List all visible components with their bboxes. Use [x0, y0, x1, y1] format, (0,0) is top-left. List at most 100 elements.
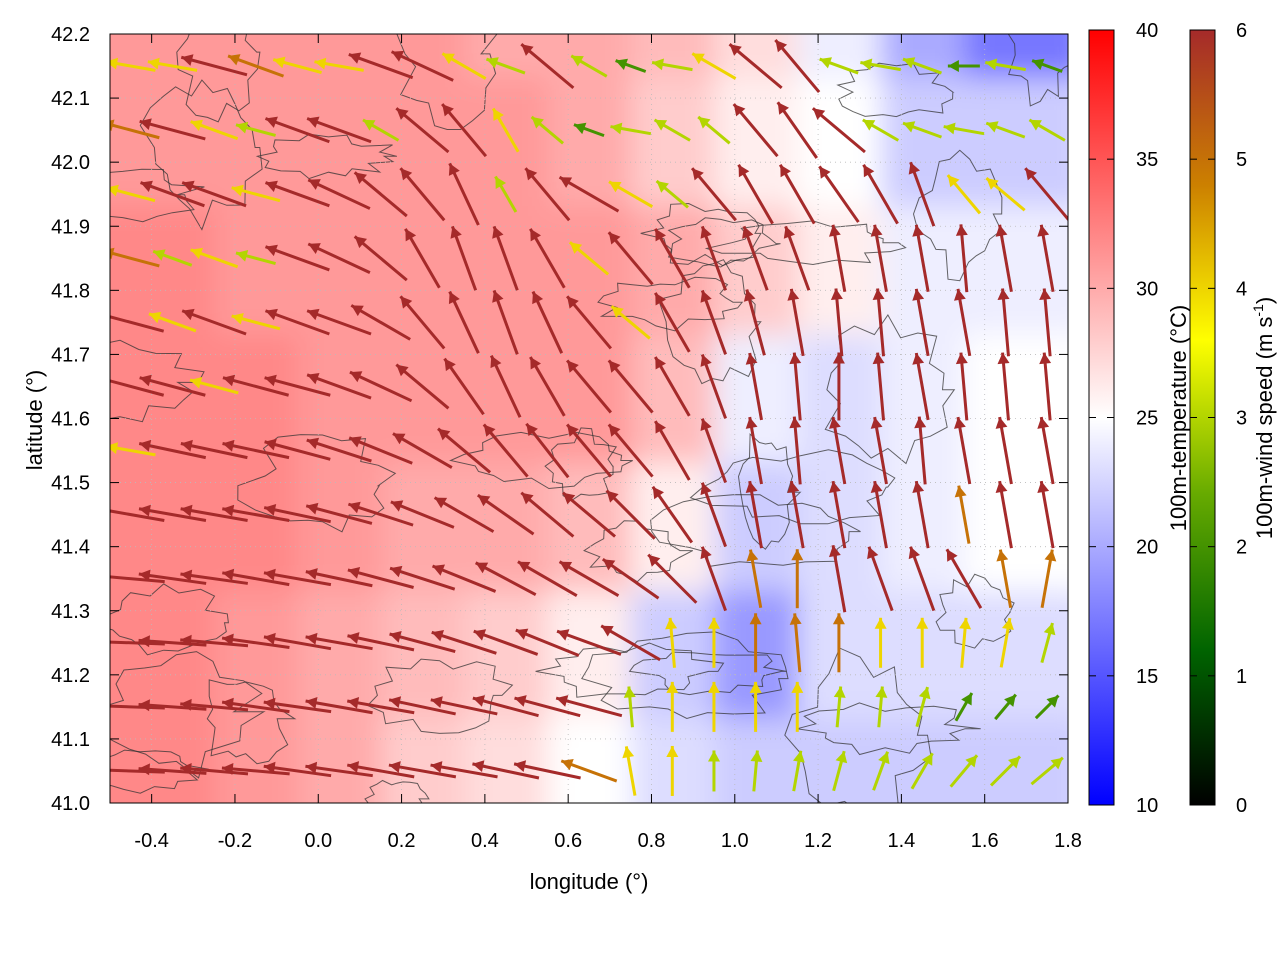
wind-vector-shaft: [492, 225, 519, 291]
wind-vector-head: [180, 763, 192, 775]
wind-vector-shaft: [263, 635, 332, 651]
wind-vector-head: [110, 119, 115, 132]
wind-vector: [787, 288, 805, 357]
wind-vector-head: [430, 761, 443, 773]
wind-vector-shaft: [998, 480, 1013, 549]
wind-vector-shaft: [110, 379, 165, 397]
wind-vector: [666, 745, 679, 796]
wind-vector-head: [567, 424, 579, 437]
wind-vector-shaft: [180, 55, 248, 77]
wind-vector-shaft: [748, 352, 763, 421]
colorbar-tick-label: 4: [1236, 278, 1247, 300]
wind-vector-head: [946, 549, 958, 562]
wind-vector-head: [434, 497, 448, 509]
wind-vector-head: [700, 290, 712, 303]
wind-vector: [264, 374, 331, 397]
wind-vector-shaft: [789, 288, 805, 357]
y-tick-label: 41.9: [51, 216, 90, 238]
wind-vector-head: [830, 288, 843, 300]
colorbar-tick-label: 2: [1236, 537, 1247, 559]
wind-vector: [110, 575, 165, 584]
temperature-heatmap: [110, 34, 1068, 803]
wind-vector-head: [190, 119, 203, 131]
wind-vector: [222, 568, 290, 587]
wind-vector-head: [263, 697, 276, 710]
wind-vector-shaft: [489, 355, 522, 418]
wind-vector: [1037, 480, 1055, 549]
wind-vector-shaft: [956, 416, 972, 485]
wind-vector-head: [305, 568, 318, 580]
wind-vector: [728, 43, 783, 90]
wind-vector-shaft: [558, 560, 620, 598]
wind-vector: [708, 617, 720, 668]
wind-vector: [560, 759, 618, 783]
wind-vector: [997, 352, 1010, 421]
wind-vector-head: [526, 423, 538, 437]
wind-vector-head: [222, 633, 234, 646]
wind-vector: [791, 549, 804, 609]
wind-vector-shaft: [513, 762, 581, 780]
wind-vector: [263, 632, 332, 651]
wind-vector-shaft: [110, 315, 165, 333]
wind-vector-head: [571, 55, 584, 67]
colorbar-tick-label: 35: [1136, 149, 1158, 171]
wind-vector: [654, 420, 691, 481]
x-tick-label: 1.6: [971, 830, 999, 852]
wind-vector: [867, 546, 894, 612]
wind-vector-head: [609, 181, 622, 193]
wind-vector-head: [829, 224, 841, 237]
wind-vector-shaft: [430, 698, 498, 716]
wind-vector-head: [1050, 757, 1063, 770]
wind-vector-shaft: [873, 416, 888, 485]
wind-vector: [307, 178, 371, 210]
wind-vectors: [97, 39, 1068, 796]
wind-vector: [491, 107, 520, 153]
terrain-contour-line: [704, 220, 907, 266]
wind-vector-head: [700, 418, 712, 431]
wind-vector-shaft: [448, 162, 480, 226]
wind-vector-head: [473, 629, 487, 641]
wind-vector-shaft: [914, 480, 930, 549]
wind-vector: [647, 553, 698, 604]
wind-vector-shaft: [180, 638, 249, 648]
wind-vector: [943, 122, 985, 136]
wind-vector-shaft: [607, 423, 654, 478]
wind-vector-shaft: [430, 763, 498, 779]
wind-vector-head: [996, 549, 1009, 562]
wind-vector-shaft: [346, 763, 415, 779]
wind-vector: [443, 357, 485, 416]
wind-vector-shaft: [263, 571, 332, 587]
wind-vector: [264, 438, 331, 461]
wind-vector-head: [264, 632, 276, 645]
wind-vector: [305, 568, 373, 588]
wind-vector-shaft: [348, 436, 413, 465]
wind-vector-shaft: [472, 696, 539, 718]
wind-vector-shaft: [558, 175, 620, 213]
wind-vector-shaft: [873, 480, 888, 549]
wind-vector: [448, 162, 480, 226]
wind-vector-head: [97, 636, 108, 648]
wind-vector-head: [567, 360, 579, 373]
temperature-colorbar: 10 15 20 25 30 35 40 100m-temperature (°C): [1088, 20, 1191, 817]
wind-vector-head: [733, 104, 746, 117]
y-tick-label: 41.0: [51, 793, 90, 815]
wind-vector-shaft: [555, 696, 623, 718]
wind-vector-head: [305, 697, 318, 709]
wind-vector: [433, 496, 495, 533]
wind-vector: [306, 437, 372, 463]
wind-vector-head: [1002, 618, 1014, 630]
wind-vector-head: [1037, 481, 1050, 493]
wind-vector-head: [997, 352, 1010, 365]
wind-vector-shaft: [399, 167, 446, 222]
wind-vector: [819, 57, 859, 75]
wind-vector-shaft: [306, 117, 372, 144]
wind-vector-head: [1046, 695, 1059, 708]
wind-vector-head: [389, 696, 402, 708]
wind-vector-head: [110, 374, 111, 376]
wind-vector-head: [517, 561, 531, 573]
wind-vector-head: [875, 686, 888, 698]
wind-vector: [605, 489, 656, 540]
wind-vector-shaft: [748, 416, 763, 485]
wind-vector: [607, 423, 654, 478]
wind-vector-shaft: [392, 432, 453, 469]
